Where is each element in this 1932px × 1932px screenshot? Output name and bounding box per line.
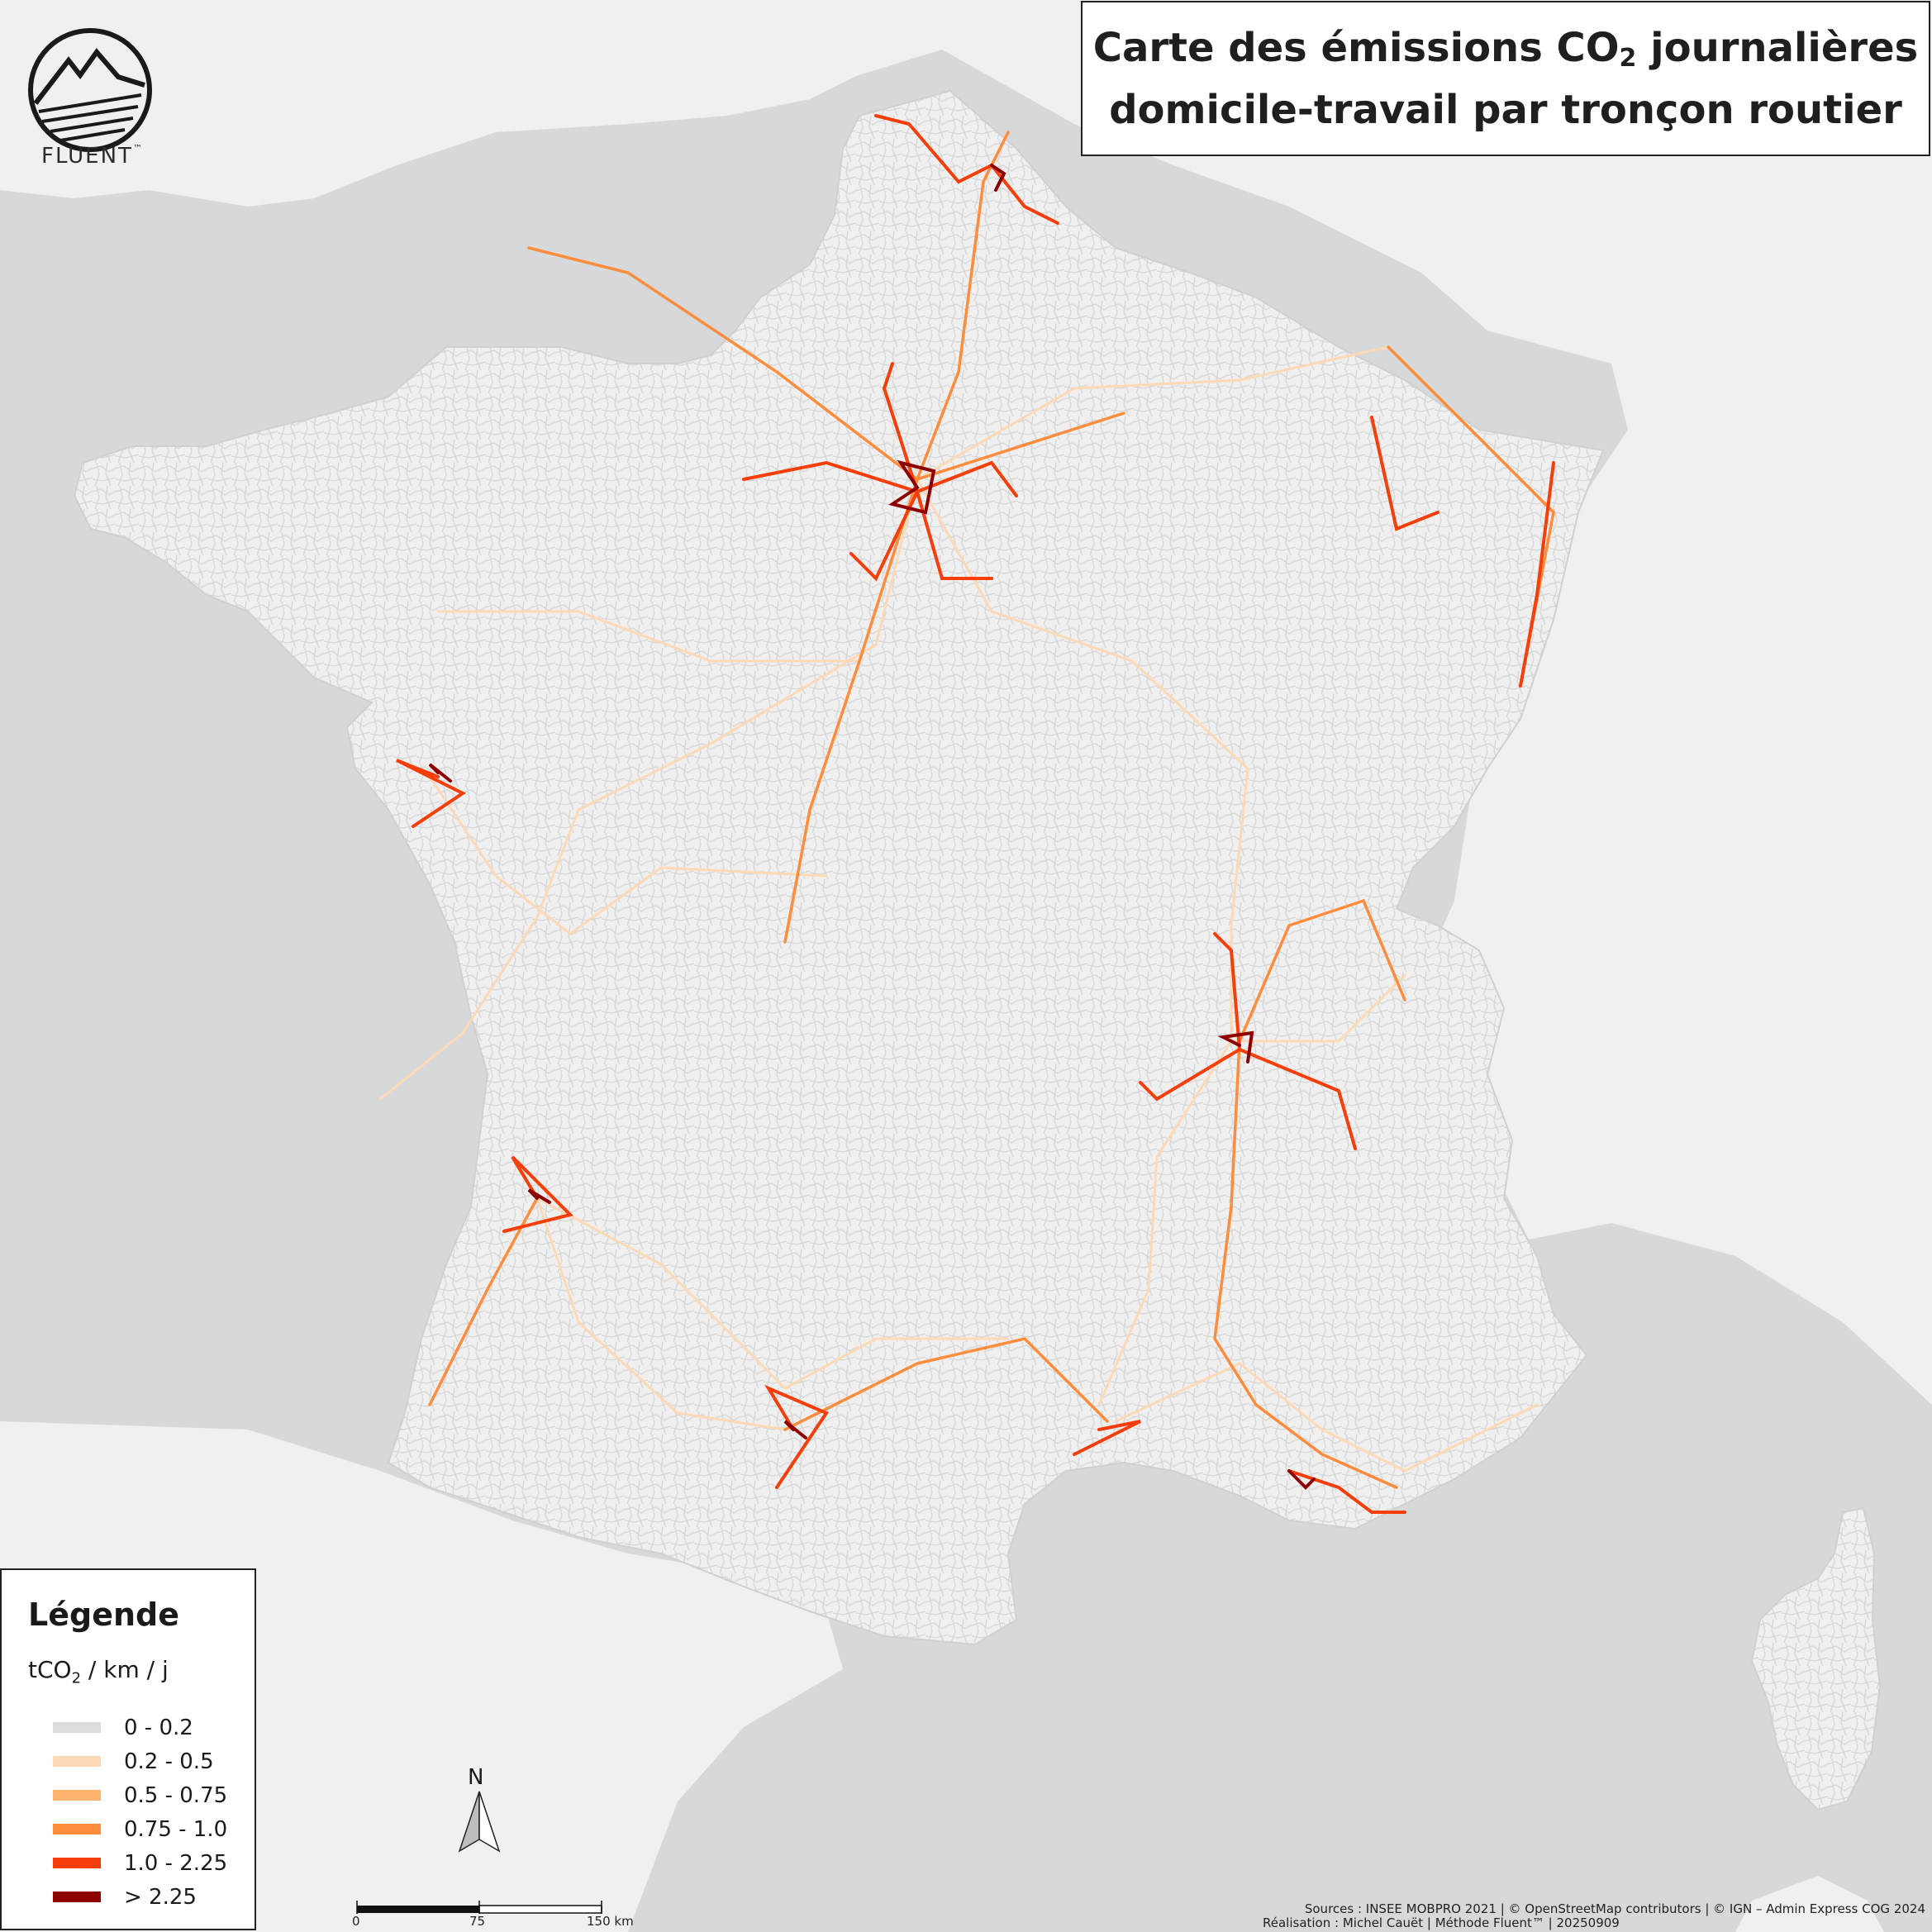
scale-label-75: 75 [469,1914,486,1929]
legend-swatch [53,1790,101,1801]
legend-swatch [53,1824,101,1834]
sources-text: Sources : INSEE MOBPRO 2021 | © OpenStre… [1304,1901,1925,1916]
legend-title: Légende [28,1597,179,1633]
north-label: N [468,1765,484,1790]
map-title-box: Carte des émissions CO2 journalières dom… [1081,1,1930,156]
title-text: Carte des émissions CO [1092,24,1620,71]
north-arrow-icon [458,1791,501,1853]
legend-item: 0.2 - 0.5 [53,1744,227,1778]
legend-label: 0.5 - 0.75 [124,1782,228,1808]
legend-label: 1.0 - 2.25 [124,1850,228,1876]
legend-unit-subscript: 2 [71,1669,82,1687]
scale-label-150: 150 km [587,1914,634,1929]
legend-items: 0 - 0.2 0.2 - 0.5 0.5 - 0.75 0.75 - 1.0 1.0 … [53,1711,227,1914]
scale-label-0: 0 [352,1914,360,1929]
legend-unit: tCO2 / km / j [28,1656,169,1687]
legend-swatch [53,1858,101,1868]
legend-label: 0.75 - 1.0 [124,1816,228,1842]
legend-label: 0.2 - 0.5 [124,1749,214,1774]
france-mainland [73,89,1605,1646]
credits-text: Réalisation : Michel Cauët | Méthode Flu… [1263,1915,1620,1930]
mountain-logo-icon [28,28,152,152]
legend-label: > 2.25 [124,1884,197,1910]
legend-panel: Légende tCO2 / km / j 0 - 0.2 0.2 - 0.5 0.… [0,1568,256,1930]
legend-item: 0.75 - 1.0 [53,1812,227,1846]
legend-item: 0 - 0.2 [53,1711,227,1744]
legend-item: 0.5 - 0.75 [53,1778,227,1812]
logo-wordmark: FLUENT™ [41,143,142,169]
map-title-line-1: Carte des émissions CO2 journalières [1093,22,1918,84]
logo-trademark: ™ [132,143,142,154]
legend-item: 1.0 - 2.25 [53,1846,227,1880]
major-road-network [378,114,1555,1514]
map-title-line-2: domicile-travail par tronçon routier [1109,86,1902,133]
legend-unit-text: tCO [28,1656,72,1683]
title-text-end: journalières [1636,24,1919,71]
logo-name: FLUENT [41,144,133,169]
legend-swatch [53,1756,101,1767]
legend-label: 0 - 0.2 [124,1715,193,1740]
title-subscript: 2 [1619,43,1637,73]
legend-unit-text-end: / km / j [81,1656,169,1683]
legend-swatch [53,1892,101,1902]
scale-bar [356,1901,602,1914]
legend-item: > 2.25 [53,1880,227,1914]
corsica [1750,1506,1882,1811]
legend-swatch [53,1722,101,1733]
